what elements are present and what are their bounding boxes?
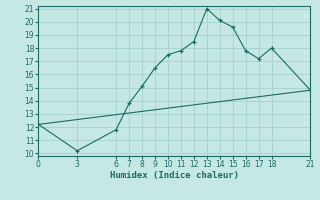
X-axis label: Humidex (Indice chaleur): Humidex (Indice chaleur) bbox=[110, 171, 239, 180]
